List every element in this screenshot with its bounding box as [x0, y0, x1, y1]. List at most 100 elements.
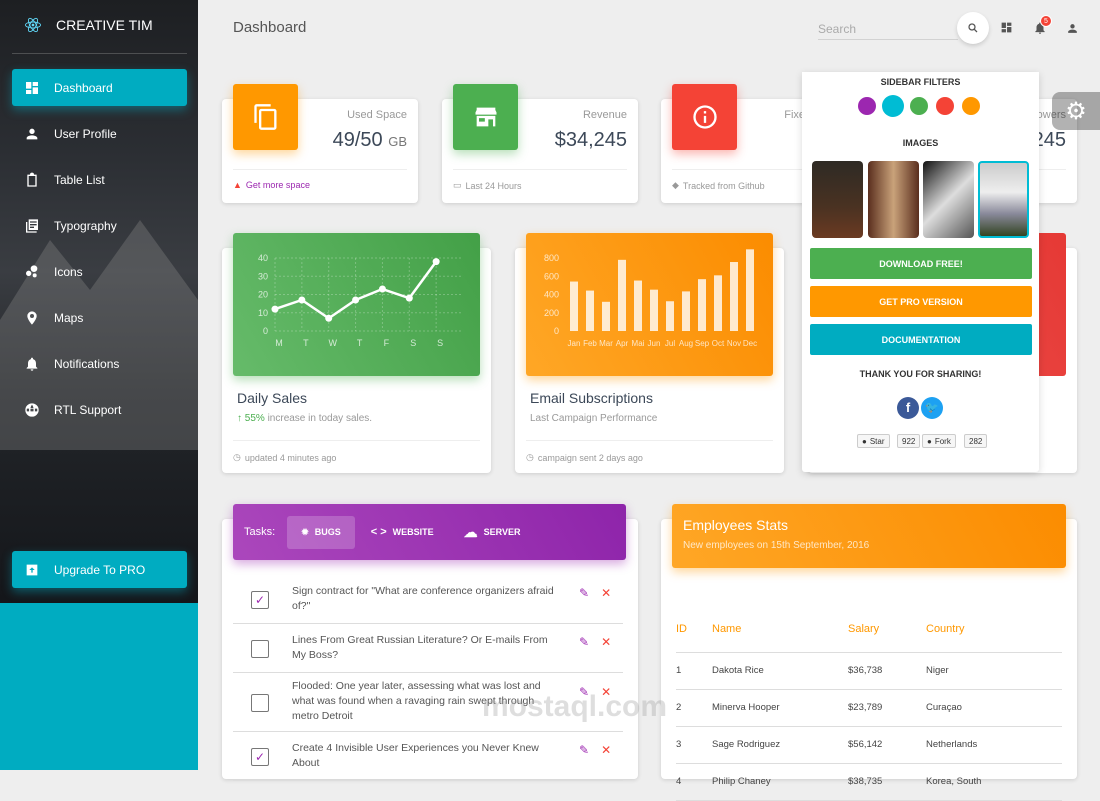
data-point — [298, 296, 306, 304]
table-row: 3 Sage Rodriguez $56,142 Netherlands — [676, 726, 1062, 764]
person-icon — [26, 128, 38, 139]
sidebar-item-table-list[interactable]: Table List — [12, 161, 187, 198]
close-icon[interactable]: ✕ — [601, 685, 612, 699]
stat-icon-box — [453, 84, 518, 150]
sidebar-item-label: Typography — [54, 218, 117, 233]
x-tick-label: Jun — [648, 339, 661, 348]
clipboard-icon — [27, 172, 37, 187]
data-point — [271, 305, 279, 313]
location-icon — [27, 310, 37, 325]
background-image-4-selected[interactable] — [978, 161, 1029, 238]
tab-bugs[interactable]: ✹ BUGS — [287, 515, 355, 549]
upgrade-label: Upgrade To PRO — [54, 562, 146, 577]
search-button[interactable] — [957, 12, 989, 44]
sidebar-item-icons[interactable]: Icons — [12, 253, 187, 290]
task-item: Flooded: One year later, assessing what … — [233, 673, 623, 732]
edit-icon[interactable]: ✎ — [579, 743, 590, 757]
tasks-card: Tasks: ✹ BUGS < > WEBSITE ☁ SERVER ✓ Sign c… — [222, 504, 638, 781]
task-text: Lines From Great Russian Literature? Or … — [292, 634, 548, 661]
close-icon[interactable]: ✕ — [601, 635, 612, 649]
react-logo-icon — [25, 17, 41, 33]
sidebar-item-notifications[interactable]: Notifications — [12, 345, 187, 382]
tab-website[interactable]: < > WEBSITE — [357, 516, 448, 549]
x-tick-label: W — [328, 338, 337, 348]
task-text: Sign contract for "What are conference o… — [292, 585, 554, 612]
github-fork-button[interactable]: ● Fork — [922, 434, 956, 448]
task-checkbox[interactable]: ✓ — [251, 747, 269, 766]
filter-color-option[interactable] — [858, 97, 876, 115]
filter-color-option[interactable] — [936, 97, 954, 115]
edit-icon[interactable]: ✎ — [579, 586, 590, 600]
close-icon[interactable]: ✕ — [601, 743, 612, 757]
x-tick-label: Apr — [616, 339, 629, 348]
arrow-up-icon: ↑ — [237, 413, 245, 424]
edit-icon[interactable]: ✎ — [579, 635, 590, 649]
filter-color-option[interactable] — [882, 95, 904, 117]
clock-icon: ◷ — [526, 452, 534, 462]
person-icon[interactable] — [1066, 22, 1079, 35]
get-more-space-link[interactable]: Get more space — [245, 180, 310, 190]
y-tick-label: 0 — [263, 326, 268, 336]
table-cell: $23,789 — [848, 689, 926, 727]
task-checkbox[interactable] — [251, 639, 269, 658]
card-subtitle: Last Campaign Performance — [530, 413, 658, 424]
sidebar-item-typography[interactable]: Typography — [12, 207, 187, 244]
background-image-3[interactable] — [923, 161, 974, 238]
search-input[interactable] — [818, 18, 958, 40]
tab-server[interactable]: ☁ SERVER — [450, 516, 535, 549]
facebook-icon[interactable]: f — [897, 397, 919, 419]
column-header: Country — [926, 607, 1062, 653]
sidebar-item-user-profile[interactable]: User Profile — [12, 115, 187, 152]
brand-name: CREATIVE TIM — [56, 17, 153, 33]
table-cell: $36,738 — [848, 652, 926, 690]
data-point — [405, 294, 413, 302]
table-cell: Philip Chaney — [712, 763, 848, 801]
sidebar-item-dashboard[interactable]: Dashboard — [12, 69, 187, 106]
employees-header: Employees Stats New employees on 15th Se… — [672, 504, 1066, 568]
get-pro-button[interactable]: GET PRO VERSION — [810, 286, 1032, 317]
card-footer: ◷ updated 4 minutes ago — [233, 440, 480, 463]
background-image-2[interactable] — [868, 161, 919, 238]
download-free-button[interactable]: DOWNLOAD FREE! — [810, 248, 1032, 279]
sidebar-item-rtl-support[interactable]: RTL Support — [12, 391, 187, 428]
logo[interactable]: CREATIVE TIM — [24, 16, 153, 34]
x-tick-label: T — [303, 338, 309, 348]
documentation-button[interactable]: DOCUMENTATION — [810, 324, 1032, 355]
email-subscriptions-card: 0 200 400 600 800 Jan Feb Mar Apr Mai Jun Jul Aug Sep… — [515, 233, 784, 473]
bar — [634, 280, 642, 331]
task-checkbox[interactable]: ✓ — [251, 590, 269, 609]
email-subscriptions-chart: 0 200 400 600 800 Jan Feb Mar Apr Mai Jun Jul Aug Sep… — [526, 233, 773, 376]
filter-color-option[interactable] — [962, 97, 980, 115]
task-item: ✓ Sign contract for "What are conference… — [233, 575, 623, 624]
x-tick-label: T — [357, 338, 363, 348]
table-cell: 2 — [676, 689, 712, 727]
card-title: Email Subscriptions — [530, 390, 653, 406]
watermark: mostaql.com — [482, 690, 668, 723]
upgrade-to-pro-button[interactable]: Upgrade To PRO — [12, 551, 187, 588]
stat-value: $34,245 — [555, 129, 627, 152]
table-row: 2 Minerva Hooper $23,789 Curaçao — [676, 689, 1062, 727]
twitter-icon[interactable]: 🐦 — [921, 397, 943, 419]
github-star-button[interactable]: ● Star — [857, 434, 890, 448]
x-tick-label: Feb — [583, 339, 597, 348]
sidebar-item-maps[interactable]: Maps — [12, 299, 187, 336]
table-cell: Curaçao — [926, 689, 1062, 727]
x-tick-label: Dec — [743, 339, 757, 348]
edit-icon[interactable]: ✎ — [579, 685, 590, 699]
filter-color-option[interactable] — [910, 97, 928, 115]
thanks-text: THANK YOU FOR SHARING! — [859, 369, 982, 379]
table-cell: $38,735 — [848, 763, 926, 801]
increase-text: increase in today sales. — [264, 413, 373, 424]
employees-subtitle: New employees on 15th September, 2016 — [683, 540, 870, 551]
bar — [650, 289, 658, 331]
task-checkbox[interactable] — [251, 693, 269, 712]
sidebar-item-label: Maps — [54, 310, 84, 325]
stat-footer-text: Last 24 Hours — [465, 180, 522, 191]
background-image-1[interactable] — [812, 161, 863, 238]
dashboard-icon[interactable] — [1000, 21, 1013, 34]
settings-gear-button[interactable]: ⚙ — [1052, 92, 1100, 130]
stat-label: Used Space — [347, 109, 407, 121]
close-icon[interactable]: ✕ — [601, 586, 612, 600]
stat-number: $34,245 — [554, 129, 627, 151]
bar — [586, 290, 594, 331]
